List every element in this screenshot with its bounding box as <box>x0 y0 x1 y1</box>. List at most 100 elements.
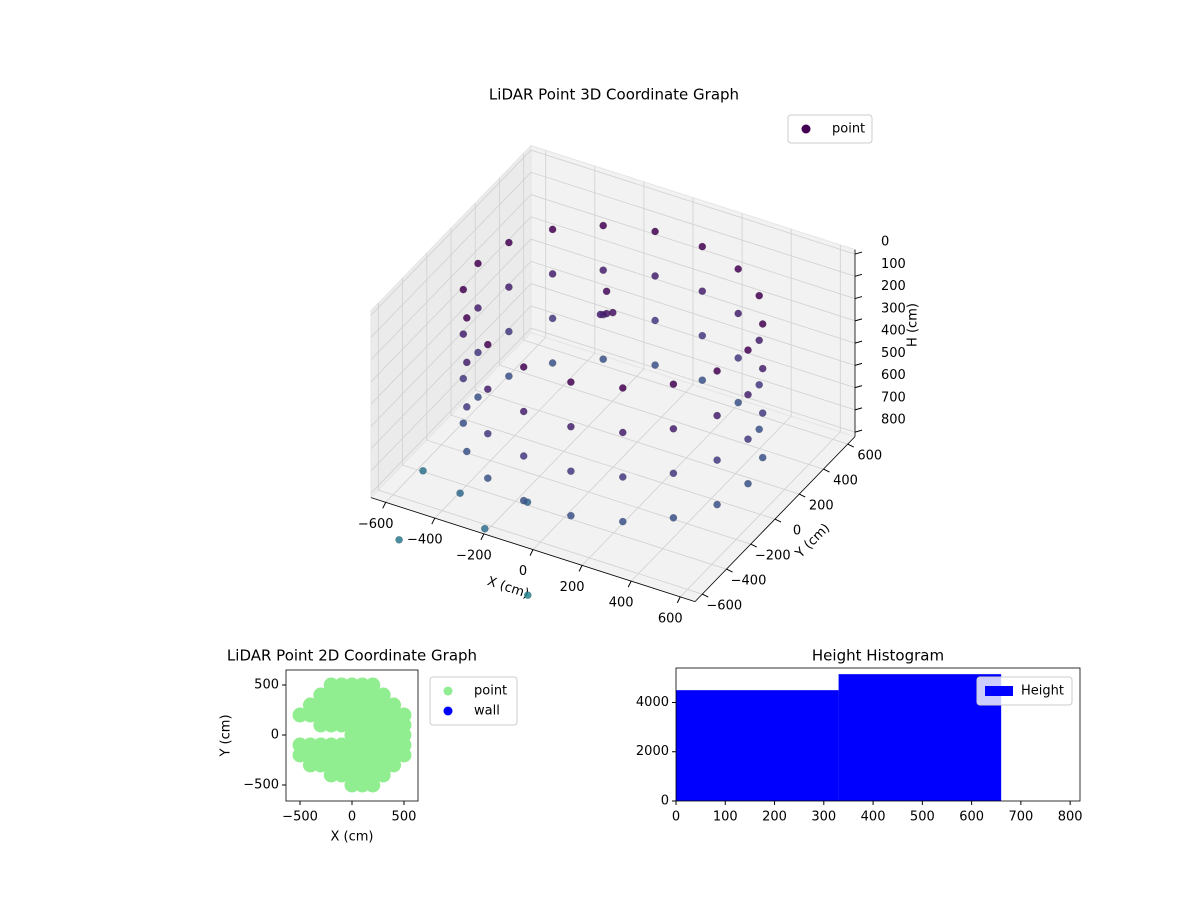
grid-line <box>370 305 856 472</box>
legend-box <box>787 114 873 144</box>
point <box>599 355 608 364</box>
point <box>459 330 468 338</box>
point <box>523 591 532 600</box>
point <box>758 364 767 373</box>
grid-line <box>630 229 792 582</box>
point <box>698 376 707 385</box>
grid-line <box>523 153 848 445</box>
grid-line <box>483 181 645 535</box>
point <box>744 390 752 399</box>
point <box>313 717 329 733</box>
point <box>474 259 482 268</box>
z-tick-label: 200 <box>881 279 906 294</box>
point <box>618 473 627 481</box>
point <box>334 767 350 783</box>
point <box>744 479 752 488</box>
point <box>567 511 575 520</box>
x-tick <box>578 565 583 572</box>
point <box>323 767 339 783</box>
point <box>548 314 557 323</box>
point <box>698 242 707 251</box>
point <box>483 429 492 438</box>
y-axis-label: Y (cm) <box>219 714 234 757</box>
point <box>519 496 528 505</box>
point <box>755 336 764 345</box>
y-tick-label: 0 <box>271 728 279 743</box>
bar <box>838 674 1002 801</box>
legend-label: point <box>474 684 507 699</box>
point <box>713 367 721 375</box>
point <box>755 380 764 389</box>
legend-label: point <box>832 122 865 137</box>
x-tick-label: −600 <box>358 517 394 532</box>
x-tick <box>676 596 681 604</box>
z-tick-label: 300 <box>881 301 906 316</box>
y-tick-label: −200 <box>755 549 791 564</box>
z-tick-label: 700 <box>881 390 906 405</box>
grid-line <box>581 213 743 566</box>
x-tick-label: −500 <box>282 810 318 825</box>
y-tick <box>799 493 806 498</box>
point <box>505 372 513 381</box>
x-tick-label: 200 <box>762 810 787 825</box>
point <box>292 707 308 723</box>
point <box>395 535 403 544</box>
point <box>462 358 471 367</box>
point <box>758 320 767 328</box>
y-tick-label: 500 <box>254 678 279 693</box>
y-tick-label: 200 <box>809 499 834 514</box>
point <box>618 384 627 392</box>
bar <box>676 690 839 801</box>
legend-marker <box>443 686 453 696</box>
point <box>459 419 468 428</box>
point <box>462 314 471 322</box>
point <box>334 717 350 733</box>
legend-label: Height <box>1021 684 1064 699</box>
point <box>354 777 370 793</box>
point <box>480 524 489 533</box>
point <box>548 270 557 278</box>
x-tick-label: 700 <box>1008 810 1033 825</box>
point <box>302 757 318 773</box>
point <box>744 435 752 444</box>
grid-line <box>426 253 751 545</box>
point <box>651 272 659 280</box>
grid-line <box>532 197 694 550</box>
point <box>734 354 743 362</box>
grid-line <box>370 149 856 316</box>
point <box>744 346 752 354</box>
point <box>669 469 678 478</box>
point <box>734 398 743 407</box>
point <box>459 374 468 383</box>
x-tick-label: 0 <box>672 810 680 825</box>
x-tick-label: 800 <box>1058 810 1083 825</box>
y-tick-label: −600 <box>706 599 742 614</box>
point <box>758 453 767 462</box>
grid-line <box>385 150 547 503</box>
point <box>302 707 318 723</box>
point <box>698 287 707 296</box>
z-tick <box>854 429 863 433</box>
z-tick <box>854 362 863 366</box>
plot-frame <box>285 669 419 802</box>
z-tick-label: 0 <box>881 235 889 250</box>
point <box>462 403 471 411</box>
grid-line <box>434 166 596 519</box>
point <box>292 747 308 763</box>
z-tick <box>854 318 863 322</box>
point <box>459 285 468 294</box>
z-tick <box>854 407 863 411</box>
legend-label: wall <box>474 704 500 719</box>
x-tick <box>529 549 534 556</box>
y-tick <box>847 443 854 448</box>
point <box>713 411 721 420</box>
x-tick <box>627 580 632 588</box>
point <box>608 308 617 317</box>
point <box>505 238 513 247</box>
point <box>456 489 464 498</box>
point <box>734 309 743 318</box>
y-tick-label: −400 <box>731 574 767 589</box>
x-tick-label: 600 <box>658 611 683 626</box>
point <box>669 424 678 433</box>
